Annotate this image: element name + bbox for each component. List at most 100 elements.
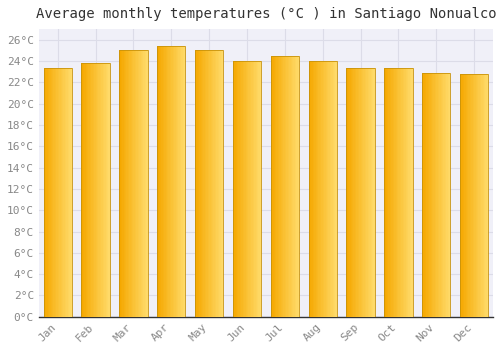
Bar [56, 69, 58, 317]
Bar [124, 50, 125, 317]
Bar [247, 61, 248, 317]
Bar [308, 61, 337, 317]
Bar [317, 61, 318, 317]
Bar [360, 69, 362, 317]
Bar [346, 69, 375, 317]
Bar [64, 69, 65, 317]
Bar [294, 56, 295, 317]
Bar [424, 73, 425, 317]
Bar [449, 73, 450, 317]
Bar [332, 61, 334, 317]
Bar [195, 50, 196, 317]
Bar [374, 69, 375, 317]
Bar [384, 69, 386, 317]
Bar [472, 74, 474, 317]
Bar [422, 73, 450, 317]
Bar [330, 61, 331, 317]
Bar [83, 63, 84, 317]
Bar [140, 50, 142, 317]
Bar [97, 63, 98, 317]
Bar [146, 50, 148, 317]
Bar [177, 46, 178, 317]
Bar [68, 69, 69, 317]
Bar [122, 50, 124, 317]
Bar [350, 69, 352, 317]
Bar [372, 69, 374, 317]
Bar [244, 61, 246, 317]
Bar [436, 73, 438, 317]
Bar [346, 69, 348, 317]
Bar [356, 69, 358, 317]
Bar [236, 61, 237, 317]
Bar [58, 69, 59, 317]
Bar [460, 74, 488, 317]
Bar [484, 74, 486, 317]
Bar [272, 56, 274, 317]
Bar [55, 69, 56, 317]
Bar [270, 56, 272, 317]
Bar [180, 46, 181, 317]
Bar [365, 69, 366, 317]
Bar [411, 69, 412, 317]
Bar [322, 61, 324, 317]
Bar [284, 56, 285, 317]
Bar [94, 63, 96, 317]
Bar [45, 69, 46, 317]
Bar [275, 56, 276, 317]
Bar [119, 50, 148, 317]
Bar [432, 73, 434, 317]
Bar [274, 56, 275, 317]
Bar [144, 50, 145, 317]
Bar [174, 46, 176, 317]
Bar [392, 69, 394, 317]
Bar [70, 69, 72, 317]
Bar [278, 56, 279, 317]
Bar [366, 69, 368, 317]
Bar [54, 69, 55, 317]
Bar [96, 63, 97, 317]
Bar [142, 50, 144, 317]
Bar [86, 63, 87, 317]
Bar [400, 69, 402, 317]
Bar [233, 61, 261, 317]
Bar [119, 50, 120, 317]
Bar [106, 63, 107, 317]
Bar [205, 50, 206, 317]
Bar [280, 56, 282, 317]
Bar [358, 69, 359, 317]
Bar [209, 50, 210, 317]
Bar [184, 46, 186, 317]
Bar [256, 61, 257, 317]
Bar [237, 61, 238, 317]
Bar [444, 73, 445, 317]
Bar [126, 50, 128, 317]
Bar [107, 63, 108, 317]
Bar [387, 69, 388, 317]
Bar [468, 74, 470, 317]
Bar [327, 61, 328, 317]
Bar [438, 73, 439, 317]
Bar [49, 69, 50, 317]
Bar [138, 50, 139, 317]
Bar [158, 46, 160, 317]
Bar [212, 50, 214, 317]
Bar [364, 69, 365, 317]
Bar [362, 69, 364, 317]
Bar [442, 73, 444, 317]
Bar [198, 50, 199, 317]
Bar [445, 73, 446, 317]
Bar [258, 61, 260, 317]
Bar [355, 69, 356, 317]
Bar [448, 73, 449, 317]
Bar [336, 61, 337, 317]
Bar [296, 56, 298, 317]
Bar [359, 69, 360, 317]
Bar [178, 46, 180, 317]
Bar [250, 61, 252, 317]
Bar [396, 69, 397, 317]
Bar [270, 56, 299, 317]
Bar [200, 50, 202, 317]
Bar [84, 63, 86, 317]
Bar [104, 63, 106, 317]
Bar [240, 61, 242, 317]
